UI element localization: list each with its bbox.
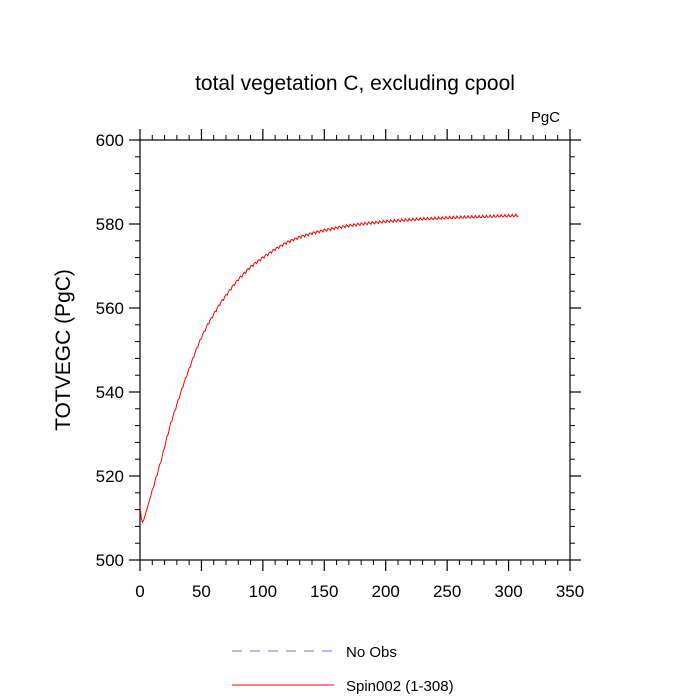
y-tick-label: 500 [96, 551, 124, 570]
y-tick-label: 600 [96, 131, 124, 150]
plot-frame [139, 139, 571, 561]
legend-label-0: No Obs [346, 644, 397, 661]
x-tick-label: 350 [556, 582, 584, 601]
x-tick-label: 50 [192, 582, 211, 601]
y-axis-label: TOTVEGC (PgC) [52, 269, 75, 431]
series-line-1 [139, 213, 519, 524]
chart-title: total vegetation C, excluding cpool [195, 72, 515, 95]
x-tick-label: 250 [433, 582, 461, 601]
x-tick-label: 300 [494, 582, 522, 601]
x-tick-label: 100 [249, 582, 277, 601]
x-tick-label: 200 [372, 582, 400, 601]
y-tick-label: 560 [96, 299, 124, 318]
x-tick-label: 0 [135, 582, 144, 601]
legend: No Obs Spin002 (1-308) [232, 644, 454, 695]
y-tick-label: 540 [96, 383, 124, 402]
series-layer [139, 213, 519, 524]
y-tick-label: 520 [96, 467, 124, 486]
legend-label-1: Spin002 (1-308) [346, 678, 454, 695]
units-label: PgC [531, 109, 560, 126]
x-tick-label: 150 [310, 582, 338, 601]
axes: 0 50 100 150 200 250 300 350 500 520 540 560 580 600 [96, 129, 584, 601]
y-tick-label: 580 [96, 215, 124, 234]
